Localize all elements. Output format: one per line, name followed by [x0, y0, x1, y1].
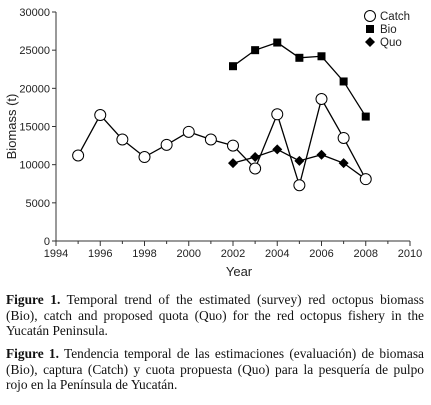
legend-marker-quo — [365, 37, 375, 47]
data-point-bio — [229, 62, 237, 71]
data-point-catch — [337, 131, 350, 144]
x-tick-label: 1996 — [88, 248, 112, 260]
data-point-bio — [251, 46, 260, 55]
data-point-catch — [204, 133, 217, 146]
x-tick-label: 2002 — [221, 248, 245, 260]
data-point-catch — [293, 179, 306, 192]
data-point-catch — [138, 151, 151, 164]
x-tick-label: 2006 — [309, 248, 333, 260]
caption-english: Figure 1. Temporal trend of the estimate… — [6, 292, 424, 339]
y-tick-label: 30000 — [19, 7, 50, 19]
data-point-bio — [317, 52, 326, 61]
data-point-bio — [339, 77, 348, 86]
data-point-catch — [160, 138, 173, 151]
data-point-bio — [273, 38, 282, 47]
data-point-quo — [338, 158, 349, 169]
y-tick-label: 20000 — [19, 83, 50, 95]
data-point-quo — [250, 152, 261, 163]
x-tick-label: 1998 — [132, 248, 156, 260]
y-tick-label: 15000 — [19, 122, 50, 134]
legend-marker-bio — [366, 25, 374, 33]
y-tick-label: 25000 — [19, 45, 50, 57]
caption-spanish: Figure 1. Tendencia temporal de las esti… — [6, 346, 424, 393]
data-point-catch — [182, 125, 195, 138]
caption-spanish-text: Tendencia temporal de las estimaciones (… — [6, 346, 425, 393]
data-point-catch — [72, 149, 85, 162]
y-axis-title: Biomass (t) — [4, 94, 19, 160]
data-point-catch — [249, 162, 262, 175]
y-tick-label: 0 — [44, 236, 50, 248]
data-point-catch — [359, 173, 372, 186]
x-tick-label: 1994 — [44, 248, 68, 260]
data-point-catch — [227, 139, 239, 152]
y-tick-label: 10000 — [19, 160, 50, 172]
data-point-quo — [316, 149, 327, 160]
x-tick-label: 2000 — [177, 248, 201, 260]
data-point-bio — [295, 53, 304, 62]
x-tick-label: 2008 — [354, 248, 378, 260]
data-point-quo — [272, 144, 283, 155]
data-point-catch — [315, 93, 328, 106]
data-point-bio — [361, 112, 370, 121]
caption-english-label: Figure 1. — [6, 292, 61, 307]
caption-spanish-label: Figure 1. — [6, 346, 59, 361]
x-tick-label: 2004 — [265, 248, 289, 260]
legend-label-quo: Quo — [380, 37, 402, 49]
biomass-chart: 0 5000 10000 15000 20000 25000 30000 1994 1996 19… — [4, 7, 422, 279]
y-tick-label: 5000 — [26, 198, 50, 210]
data-point-catch — [94, 109, 107, 122]
x-tick-label: 2010 — [398, 248, 422, 260]
caption-english-text: Temporal trend of the estimated (survey)… — [6, 292, 425, 339]
x-axis-title: Year — [226, 264, 253, 279]
data-point-quo — [228, 158, 238, 169]
data-point-catch — [116, 133, 129, 146]
legend-label-catch: Catch — [380, 11, 410, 23]
data-point-quo — [294, 155, 305, 166]
legend-label-bio: Bio — [380, 24, 397, 36]
legend-marker-catch — [364, 10, 376, 22]
data-point-catch — [271, 108, 284, 121]
